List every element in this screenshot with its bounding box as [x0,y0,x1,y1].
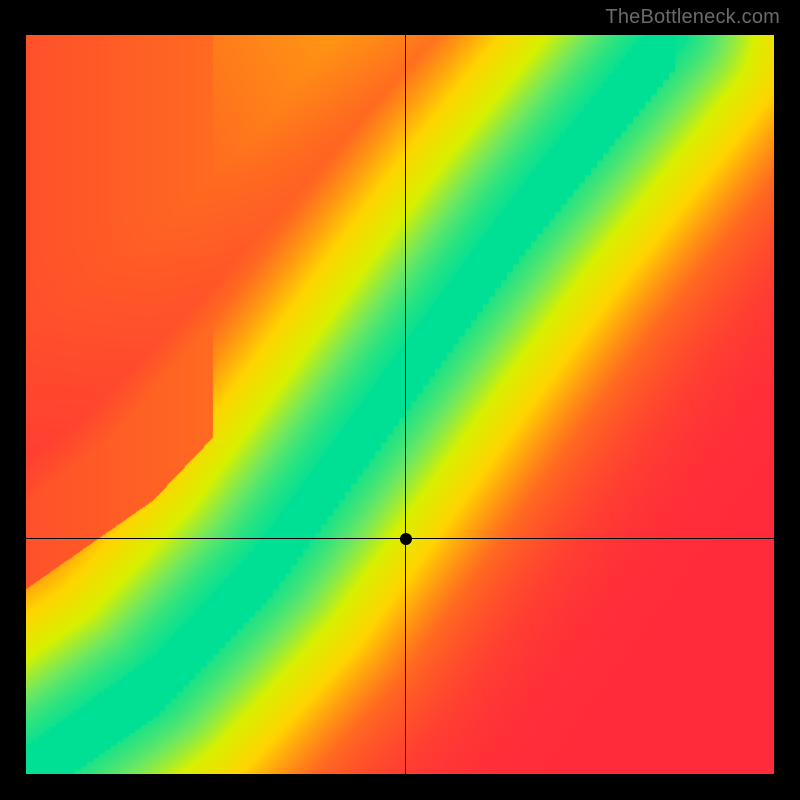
attribution-text: TheBottleneck.com [605,6,780,29]
crosshair-vertical [405,35,406,774]
heatmap-canvas [26,35,774,774]
crosshair-marker [400,533,412,545]
heatmap-plot [26,35,774,774]
